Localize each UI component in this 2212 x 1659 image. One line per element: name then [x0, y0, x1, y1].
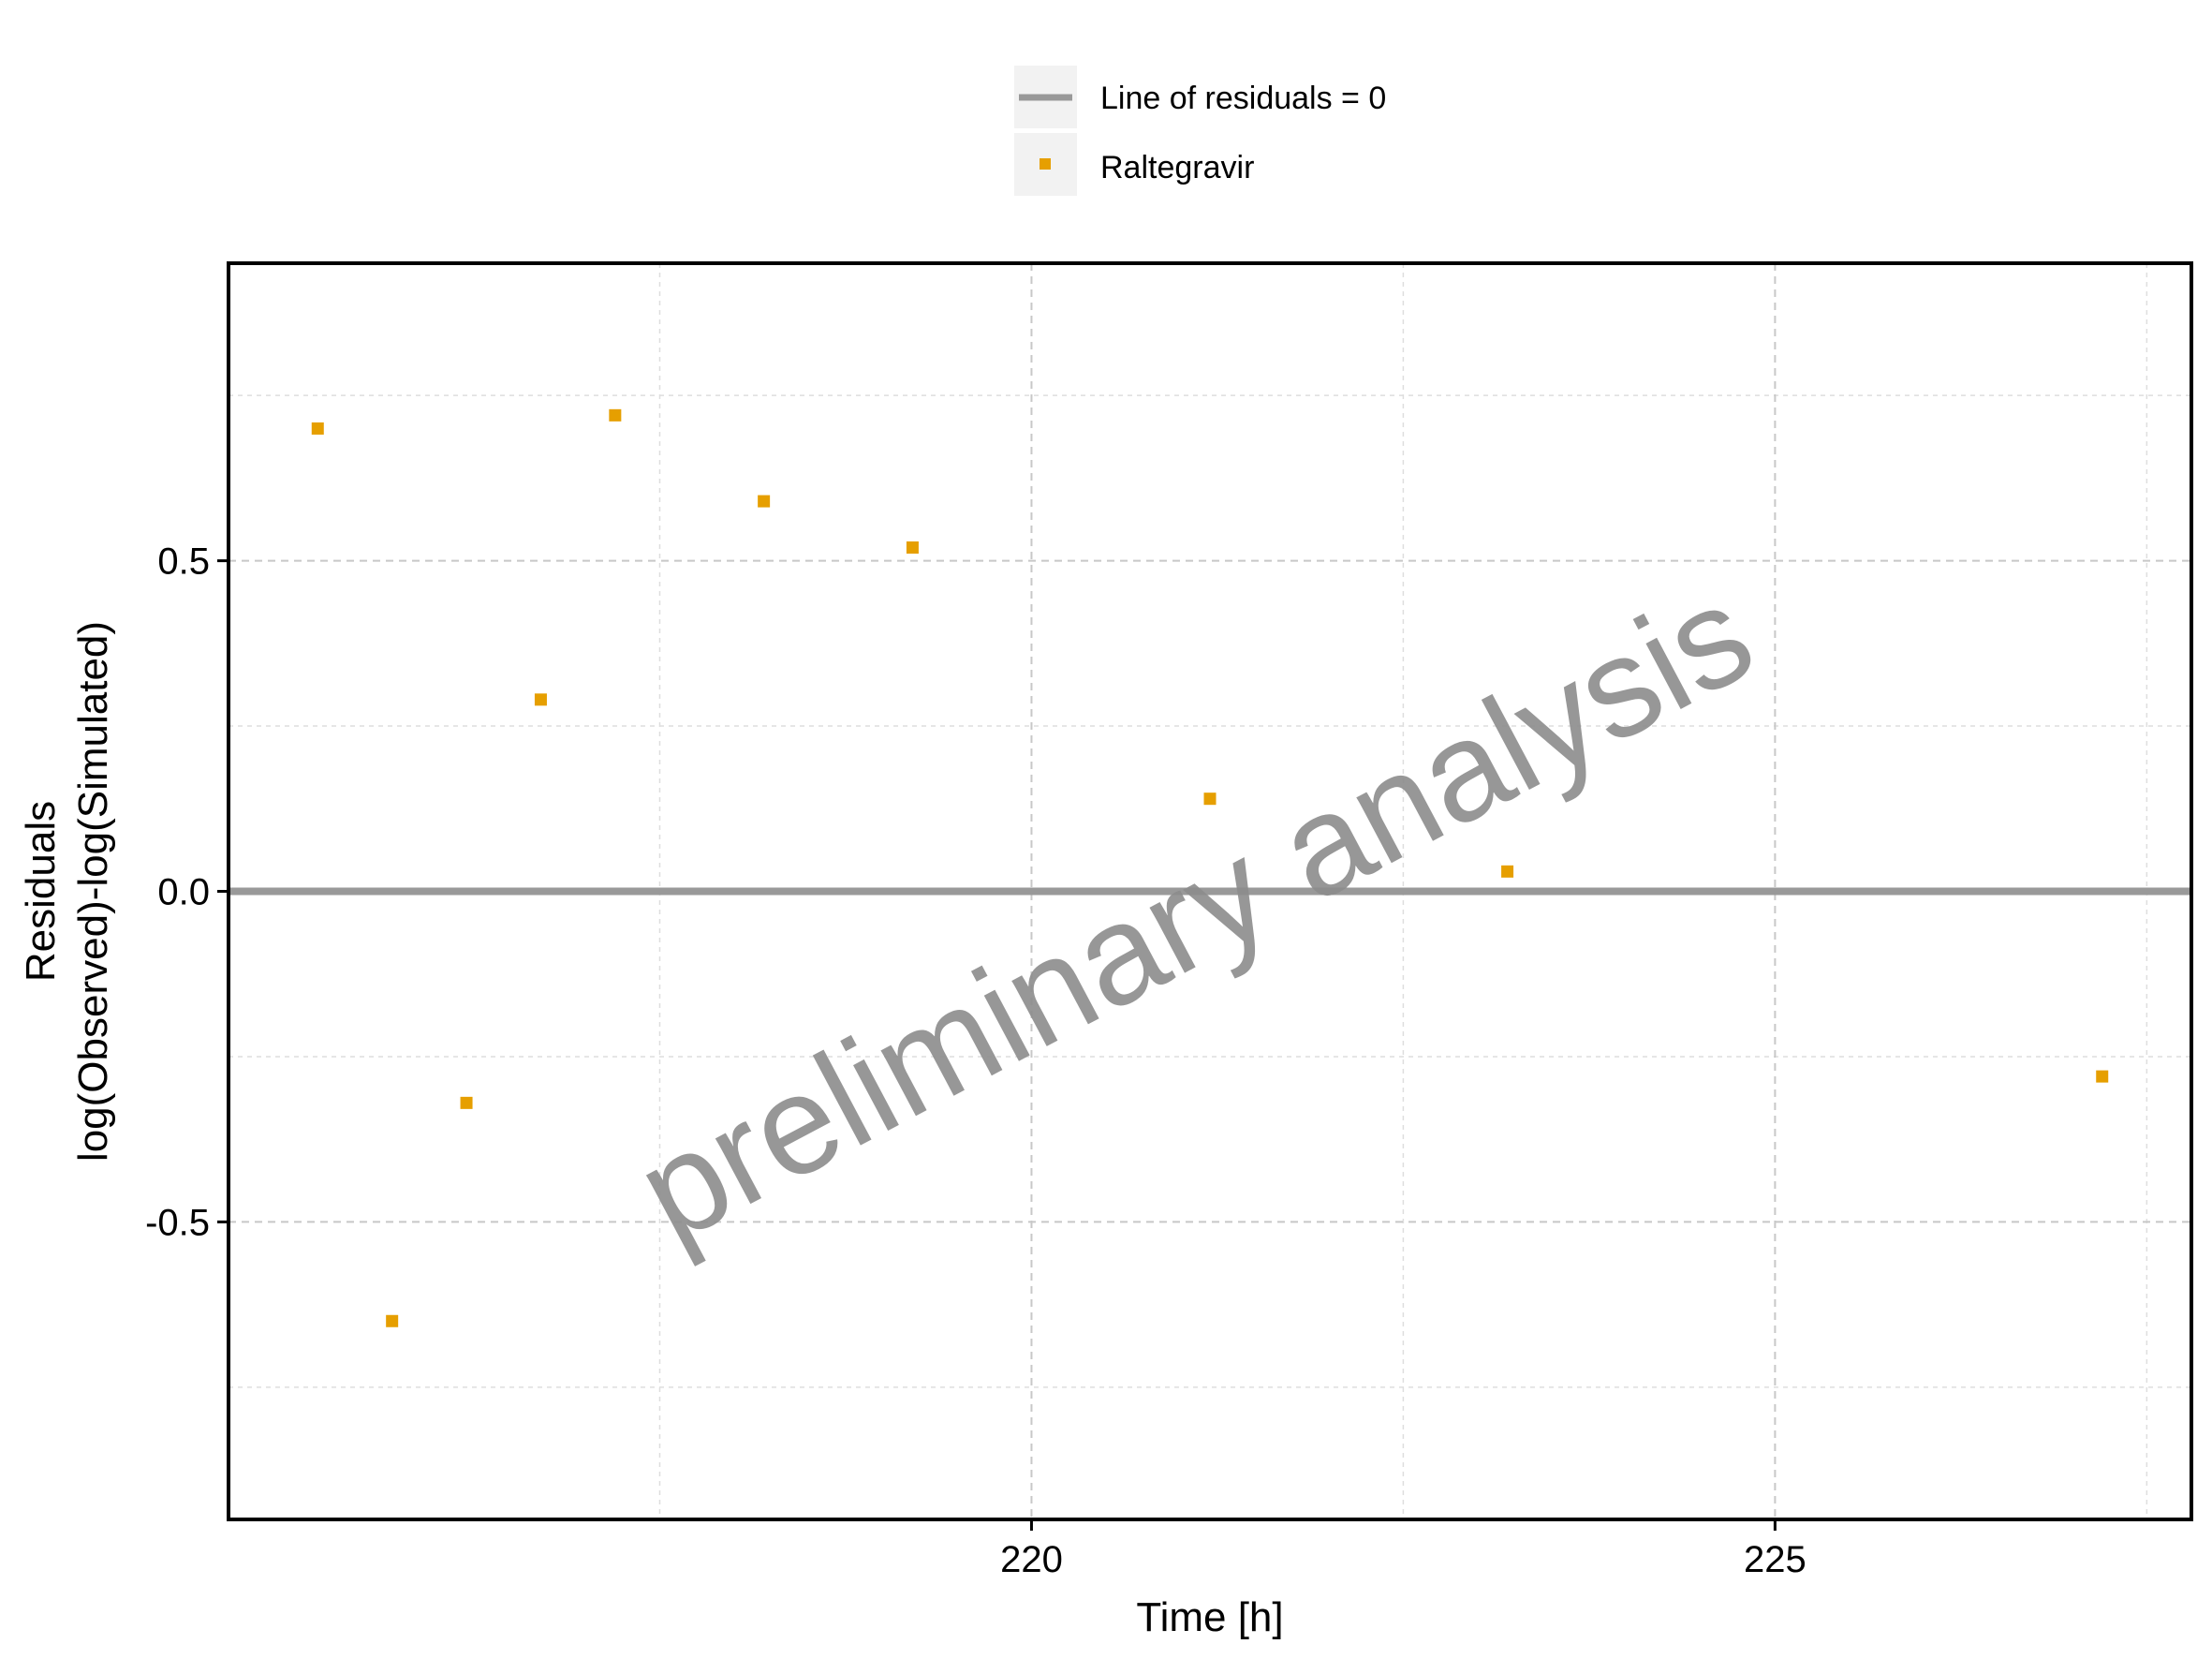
data-point [460, 1096, 473, 1109]
data-point [386, 1314, 399, 1327]
x-tick-label: 225 [1744, 1539, 1806, 1580]
x-tick-label: 220 [1000, 1539, 1063, 1580]
x-axis-title: Time [h] [1136, 1594, 1283, 1640]
legend-key-square [1040, 158, 1051, 170]
y-axis-ticks: -0.5 0.0 0.5 [145, 541, 229, 1243]
data-point [1203, 792, 1217, 806]
data-point [2096, 1070, 2109, 1083]
watermark: preliminary analysis [613, 554, 1777, 1272]
data-point [758, 495, 771, 508]
data-point [609, 408, 622, 422]
legend-label-zero-line: Line of residuals = 0 [1100, 81, 1386, 116]
y-tick-label: 0.0 [157, 872, 210, 913]
legend: Line of residuals = 0 Raltegravir [1014, 66, 1386, 196]
y-tick-label: 0.5 [157, 541, 210, 583]
legend-label-raltegravir: Raltegravir [1100, 150, 1254, 185]
data-point [311, 422, 324, 435]
data-points-raltegravir [311, 408, 2109, 1327]
x-axis-ticks: 220 225 [1000, 1519, 1806, 1580]
data-point [1501, 865, 1514, 878]
y-axis-title-line-2: log(Observed)-log(Simulated) [70, 621, 116, 1162]
y-axis-title-line-1: Residuals [18, 801, 64, 982]
data-point [534, 693, 547, 706]
y-tick-label: -0.5 [145, 1202, 210, 1243]
data-point [906, 541, 919, 554]
